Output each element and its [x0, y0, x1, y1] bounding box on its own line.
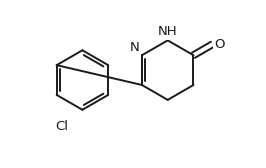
Text: N: N	[130, 41, 140, 54]
Text: Cl: Cl	[56, 120, 69, 133]
Text: NH: NH	[158, 25, 177, 38]
Text: O: O	[214, 38, 225, 51]
